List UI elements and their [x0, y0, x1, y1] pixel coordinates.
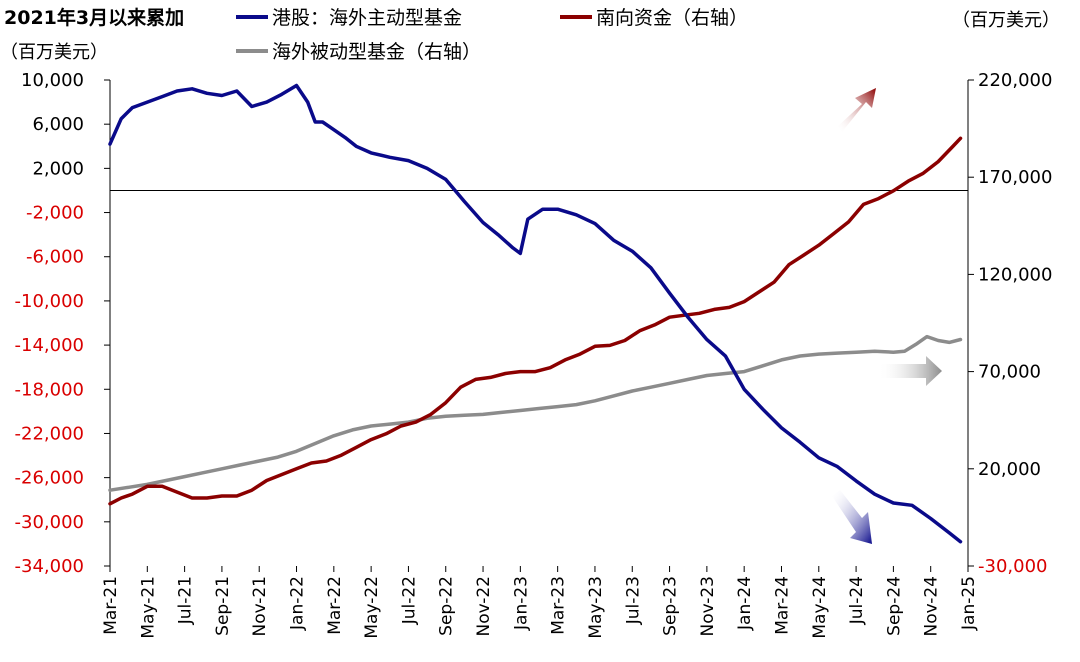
passive-funds-line — [108, 334, 963, 492]
down-trend-arrow-icon — [832, 490, 872, 544]
legend-label-active-funds: 港股：海外主动型基金 — [272, 7, 462, 29]
right-tick-label: 70,000 — [978, 362, 1041, 383]
left-tick-label: -30,000 — [15, 512, 84, 533]
x-tick-label: Jul-23 — [623, 576, 643, 625]
right-axis-unit: （百万美元） — [952, 10, 1060, 31]
right-tick-label: 220,000 — [978, 70, 1052, 91]
x-tick-label: Nov-22 — [474, 576, 494, 637]
x-tick-label: Jul-21 — [176, 576, 196, 625]
x-tick-label: Sep-23 — [661, 576, 681, 636]
up-trend-arrow-icon — [838, 88, 876, 132]
x-tick-label: Jan-22 — [288, 576, 308, 631]
x-tick-label: Mar-24 — [772, 576, 792, 635]
right-axis-ticks: 220,000 170,000 120,000 70,000 20,000 -30,000 — [968, 70, 1052, 577]
legend-label-passive-funds: 海外被动型基金（右轴） — [272, 41, 481, 63]
left-tick-label: 6,000 — [32, 114, 84, 135]
x-tick-label: Mar-22 — [325, 576, 345, 635]
x-tick-label: Mar-23 — [549, 576, 569, 635]
left-tick-label: 10,000 — [21, 70, 84, 91]
active-funds-line — [108, 83, 963, 544]
right-tick-label: 120,000 — [978, 264, 1052, 285]
x-tick-label: Nov-21 — [250, 576, 270, 637]
x-tick-label: Jan-23 — [511, 576, 531, 631]
series — [108, 83, 963, 544]
left-tick-label: 2,000 — [32, 158, 84, 179]
right-tick-label: 170,000 — [978, 167, 1052, 188]
left-tick-label: -2,000 — [26, 203, 84, 224]
x-tick-label: Jan-25 — [959, 576, 979, 631]
right-tick-label: -30,000 — [978, 556, 1047, 577]
x-tick-label: Jul-22 — [399, 576, 419, 625]
legend: 港股：海外主动型基金 南向资金（右轴） 海外被动型基金（右轴） — [236, 7, 748, 63]
left-tick-label: -6,000 — [26, 247, 84, 268]
x-tick-label: Jul-24 — [847, 576, 867, 625]
southbound-line — [108, 136, 963, 506]
left-axis-ticks: 10,000 6,000 2,000 -2,000 -6,000 -10,000 -14,0… — [15, 70, 110, 577]
left-tick-label: -18,000 — [15, 379, 84, 400]
x-tick-label: Nov-24 — [922, 576, 942, 637]
x-tick-label: May-21 — [138, 576, 158, 639]
x-tick-label: Mar-21 — [101, 576, 121, 635]
x-tick-label: Sep-22 — [437, 576, 457, 636]
x-tick-label: Sep-24 — [884, 576, 904, 636]
x-tick-label: May-23 — [586, 576, 606, 639]
right-trend-arrow-icon — [878, 356, 942, 386]
left-axis-unit: （百万美元） — [0, 42, 108, 63]
left-tick-label: -34,000 — [15, 556, 84, 577]
left-tick-label: -14,000 — [15, 335, 84, 356]
x-tick-label: May-24 — [810, 576, 830, 639]
x-tick-label: May-22 — [362, 576, 382, 639]
axes — [109, 80, 969, 566]
x-axis-ticks: Mar-21 May-21 Jul-21 Sep-21 Nov-21 Jan-22 Mar-… — [101, 566, 979, 639]
left-tick-label: -22,000 — [15, 423, 84, 444]
right-tick-label: 20,000 — [978, 459, 1041, 480]
legend-label-southbound: 南向资金（右轴） — [596, 7, 748, 29]
x-tick-label: Nov-23 — [698, 576, 718, 637]
left-tick-label: -10,000 — [15, 291, 84, 312]
x-tick-label: Sep-21 — [213, 576, 233, 636]
left-tick-label: -26,000 — [15, 468, 84, 489]
chart-title: 2021年3月以来累加 — [4, 6, 184, 29]
x-tick-label: Jan-24 — [735, 576, 755, 631]
